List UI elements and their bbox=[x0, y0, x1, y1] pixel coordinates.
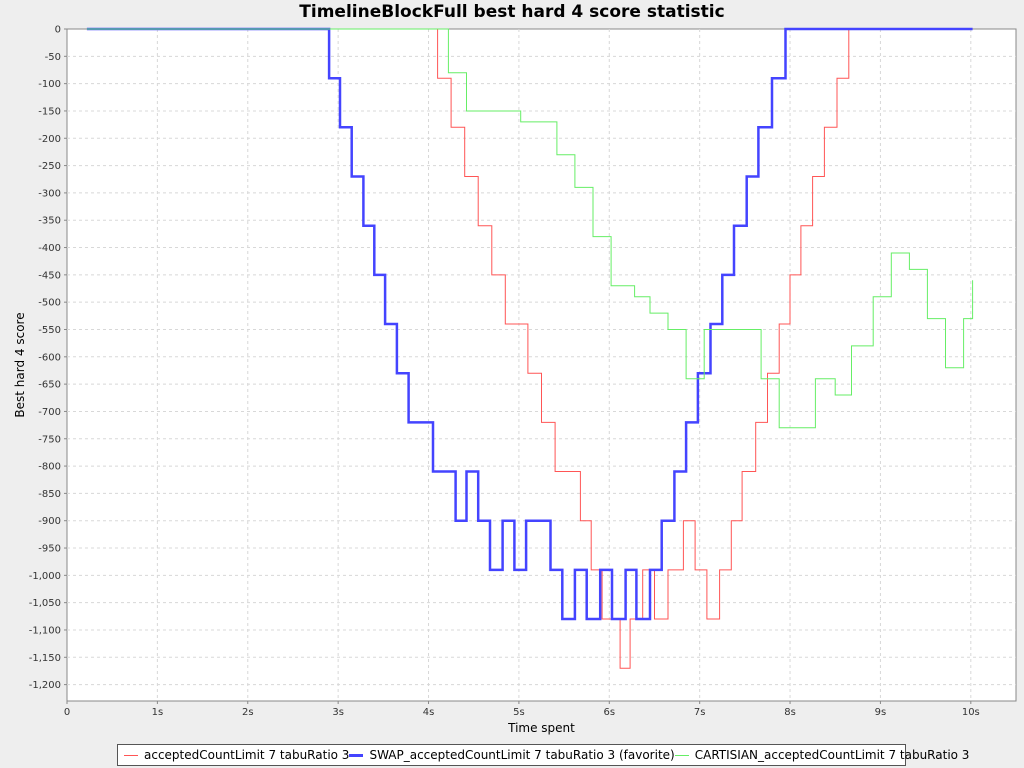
y-tick-label: -750 bbox=[38, 434, 61, 445]
y-tick-label: -150 bbox=[38, 106, 61, 117]
y-tick-label: -500 bbox=[38, 298, 61, 309]
x-tick-label: 5s bbox=[513, 707, 525, 718]
legend-swatch-accepted bbox=[124, 754, 138, 756]
x-tick-label: 0 bbox=[64, 707, 70, 718]
y-tick-label: -900 bbox=[38, 516, 61, 527]
y-tick-label: -1,200 bbox=[29, 680, 61, 691]
y-tick-label: -200 bbox=[38, 134, 61, 145]
y-tick-label: -650 bbox=[38, 380, 61, 391]
y-tick-label: -300 bbox=[38, 188, 61, 199]
y-tick-label: -700 bbox=[38, 407, 61, 418]
legend-entry-accepted: acceptedCountLimit 7 tabuRatio 3 bbox=[124, 748, 349, 762]
plot-background bbox=[66, 28, 1017, 702]
x-tick-label: 9s bbox=[875, 707, 887, 718]
y-tick-label: -550 bbox=[38, 325, 61, 336]
plot-area: 0 1s 2s 3s 4s 5s 6s 7s 8s 9s 10s 0 -50 -100 -150 -200 -2… bbox=[13, 25, 1017, 735]
y-tick-label: -1,150 bbox=[29, 653, 61, 664]
x-tick-label: 8s bbox=[784, 707, 796, 718]
y-tick-label: 0 bbox=[55, 25, 61, 36]
legend-label-swap: SWAP_acceptedCountLimit 7 tabuRatio 3 (f… bbox=[369, 748, 675, 762]
series-line-1 bbox=[86, 27, 973, 621]
legend-swatch-swap bbox=[349, 753, 364, 757]
series-lines bbox=[86, 27, 974, 669]
y-tick-label: -1,000 bbox=[29, 571, 61, 582]
x-tick-label: 1s bbox=[152, 707, 164, 718]
chart-title: TimelineBlockFull best hard 4 score stat… bbox=[299, 2, 725, 22]
y-tick-label: -400 bbox=[38, 243, 61, 254]
legend: acceptedCountLimit 7 tabuRatio 3 SWAP_ac… bbox=[117, 744, 969, 766]
y-tick-label: -100 bbox=[38, 79, 61, 90]
x-tick-label: 6s bbox=[603, 707, 615, 718]
legend-label-cartisian: CARTISIAN_acceptedCountLimit 7 tabuRatio… bbox=[694, 748, 970, 762]
y-tick-label: -600 bbox=[38, 352, 61, 363]
y-tick-label: -350 bbox=[38, 216, 61, 227]
legend-entry-swap: SWAP_acceptedCountLimit 7 tabuRatio 3 (f… bbox=[349, 748, 675, 762]
y-axis-label: Best hard 4 score bbox=[13, 312, 27, 417]
x-tick-label: 4s bbox=[423, 707, 435, 718]
y-tick-label: -1,100 bbox=[29, 625, 61, 636]
y-tick-label: -50 bbox=[45, 52, 61, 63]
y-tick-label: -850 bbox=[38, 489, 61, 500]
x-axis-label: Time spent bbox=[507, 721, 575, 735]
legend-swatch-cartisian bbox=[674, 754, 689, 756]
axis-ticks: 0 1s 2s 3s 4s 5s 6s 7s 8s 9s 10s 0 -50 -100 -150 -200 -2… bbox=[29, 25, 980, 719]
legend-label-accepted: acceptedCountLimit 7 tabuRatio 3 bbox=[144, 748, 350, 762]
y-tick-label: -800 bbox=[38, 462, 61, 473]
y-tick-label: -1,050 bbox=[29, 598, 61, 609]
y-tick-label: -450 bbox=[38, 270, 61, 281]
x-tick-label: 3s bbox=[332, 707, 344, 718]
y-tick-label: -950 bbox=[38, 544, 61, 555]
legend-entry-cartisian: CARTISIAN_acceptedCountLimit 7 tabuRatio… bbox=[674, 748, 970, 762]
y-tick-label: -250 bbox=[38, 161, 61, 172]
x-tick-label: 10s bbox=[962, 707, 980, 718]
series-line-2 bbox=[86, 28, 974, 429]
x-tick-label: 7s bbox=[694, 707, 706, 718]
series-line-0 bbox=[86, 28, 973, 669]
x-tick-label: 2s bbox=[242, 707, 254, 718]
